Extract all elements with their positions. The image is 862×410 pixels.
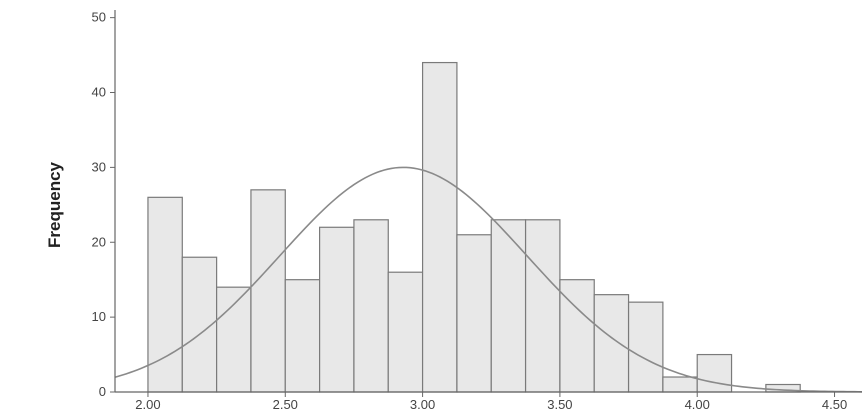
histogram-bar [593, 294, 630, 393]
x-tick-label: 3.00 [410, 397, 435, 410]
x-tick-label: 4.00 [685, 397, 710, 410]
histogram-bar [353, 219, 389, 393]
histogram-bar [524, 219, 561, 393]
x-axis-ticks: 2.00 2.50 3.00 3.50 4.00 4.50 [135, 392, 847, 410]
histogram-bar [627, 301, 664, 393]
histogram-bar [696, 353, 733, 393]
y-axis-ticks: 0 10 20 30 40 50 [92, 10, 115, 399]
y-tick-label: 20 [92, 234, 106, 249]
normal-curve [114, 166, 862, 393]
x-tick-label: 4.50 [822, 397, 847, 410]
histogram-bar [216, 286, 252, 393]
histogram-bar [250, 189, 286, 393]
histogram-bar [490, 219, 527, 393]
histogram-bar [147, 196, 183, 393]
histogram-bar [662, 376, 698, 393]
x-tick-label: 2.00 [135, 397, 160, 410]
histogram-bar [284, 279, 321, 393]
y-tick-label: 30 [92, 159, 106, 174]
histogram-bar [421, 61, 458, 393]
x-tick-label: 3.50 [547, 397, 572, 410]
y-tick-label: 40 [92, 85, 106, 100]
y-tick-label: 50 [92, 10, 106, 25]
histogram-bar [319, 226, 355, 393]
histogram-bar [456, 234, 492, 393]
y-tick-label: 10 [92, 309, 106, 324]
histogram-bar [387, 271, 424, 393]
histogram-bars [147, 61, 801, 393]
y-axis-title: Frequency [45, 161, 64, 248]
x-tick-label: 2.50 [273, 397, 298, 410]
y-tick-label: 0 [99, 384, 106, 399]
